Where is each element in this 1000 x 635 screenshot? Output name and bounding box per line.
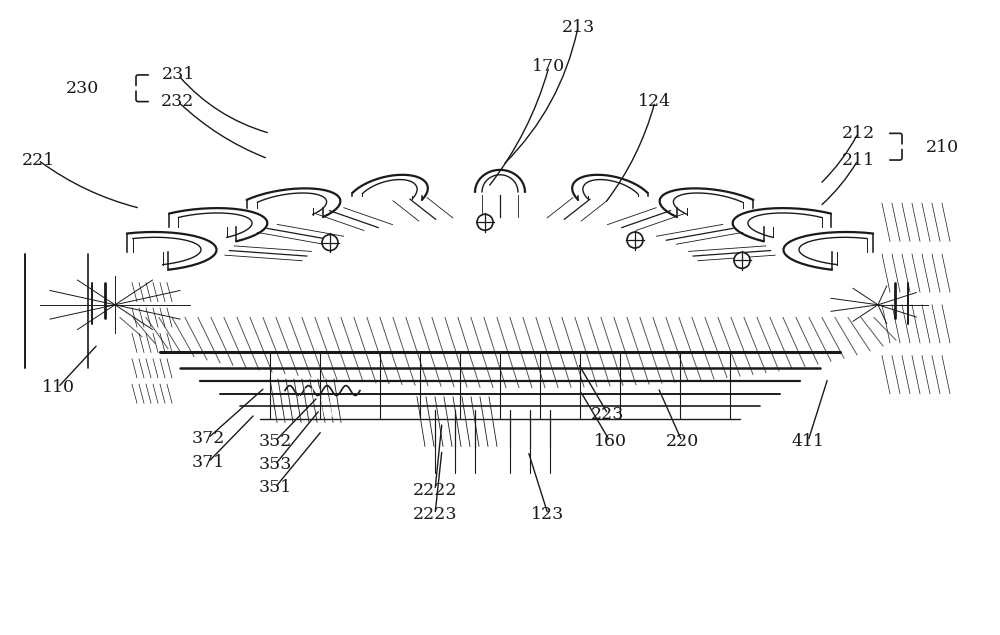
Text: 110: 110 — [42, 379, 74, 396]
Bar — [25, 331, 85, 354]
Bar — [25, 306, 85, 329]
Text: 230: 230 — [65, 81, 99, 97]
Text: 351: 351 — [258, 479, 292, 496]
Bar — [415, 448, 493, 473]
Bar — [880, 254, 950, 292]
Text: 232: 232 — [161, 93, 195, 110]
Text: 124: 124 — [638, 93, 672, 110]
Circle shape — [322, 234, 338, 251]
Bar — [25, 357, 85, 380]
Bar — [825, 308, 867, 327]
Text: 123: 123 — [531, 506, 565, 523]
Bar — [825, 384, 867, 403]
Text: 353: 353 — [258, 457, 292, 473]
Bar — [825, 283, 867, 302]
Bar — [25, 255, 85, 278]
Bar — [880, 356, 950, 394]
Text: 221: 221 — [21, 152, 55, 168]
Circle shape — [477, 214, 493, 231]
Text: 2223: 2223 — [413, 506, 457, 523]
Text: 213: 213 — [561, 19, 595, 36]
Text: 170: 170 — [532, 58, 566, 75]
Bar — [130, 359, 172, 378]
Bar — [470, 206, 530, 225]
Text: 2222: 2222 — [413, 482, 457, 498]
Text: 210: 210 — [925, 139, 959, 156]
Bar — [880, 305, 950, 343]
Circle shape — [627, 232, 643, 248]
Bar — [130, 333, 172, 352]
Bar — [825, 333, 867, 352]
Text: 211: 211 — [841, 152, 875, 168]
Circle shape — [734, 252, 750, 269]
Bar — [880, 203, 950, 241]
Bar — [600, 219, 660, 238]
Bar — [415, 396, 493, 448]
Bar — [130, 384, 172, 403]
Bar — [25, 281, 85, 304]
Bar — [545, 379, 615, 422]
Bar — [268, 379, 343, 422]
Text: 231: 231 — [161, 67, 195, 83]
Text: 212: 212 — [841, 125, 875, 142]
Bar — [548, 387, 588, 419]
Text: 372: 372 — [191, 430, 225, 446]
Bar — [385, 216, 445, 238]
Bar — [825, 359, 867, 378]
Text: 223: 223 — [591, 406, 625, 422]
Bar — [130, 308, 172, 327]
Text: 411: 411 — [792, 433, 824, 450]
Text: 352: 352 — [258, 433, 292, 450]
Text: 220: 220 — [665, 433, 699, 450]
Text: 371: 371 — [191, 454, 225, 471]
Bar — [130, 283, 172, 302]
Bar — [290, 387, 328, 418]
Text: 160: 160 — [594, 433, 626, 450]
